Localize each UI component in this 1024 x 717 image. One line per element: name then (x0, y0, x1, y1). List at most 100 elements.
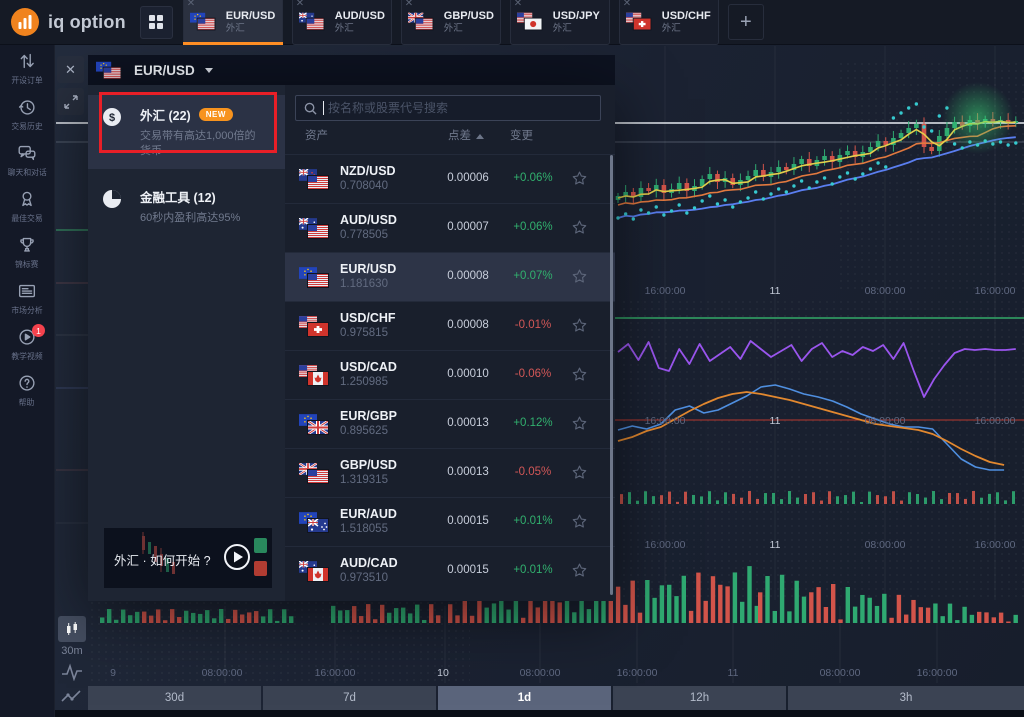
asset-change: +0.06% (513, 172, 553, 184)
flag-us-icon (307, 224, 329, 239)
active-asset-header[interactable]: EUR/USD (88, 55, 615, 85)
column-change[interactable]: 变更 (510, 130, 533, 142)
pair-flags (96, 61, 122, 79)
apps-grid-button[interactable] (139, 5, 173, 39)
tab-usd-chf[interactable]: ✕ USD/CHF 外汇 (618, 0, 719, 45)
search-input[interactable] (326, 100, 592, 116)
asset-row-usd-chf[interactable]: USD/CHF 0.975815 0.00008 -0.01% (285, 301, 615, 350)
pulse-line-icon[interactable] (61, 663, 83, 681)
sidebar-item-chat[interactable]: 聊天和对话 (0, 137, 54, 183)
sidebar-item-label: 锦标赛 (15, 259, 39, 269)
close-tab-icon[interactable]: ✕ (513, 0, 523, 9)
favorite-star-icon[interactable] (571, 268, 588, 290)
column-spread[interactable]: 点差 (448, 127, 484, 143)
favorite-star-icon[interactable] (571, 170, 588, 192)
asset-row-gbp-usd[interactable]: GBP/USD 1.319315 0.00013 -0.05% (285, 448, 615, 497)
sidebar-item-news[interactable]: 市场分析 (0, 275, 54, 321)
favorite-star-icon[interactable] (571, 513, 588, 535)
tab-label: USD/CHF 外汇 (662, 10, 711, 34)
timeframe-12h[interactable]: 12h (613, 686, 786, 710)
timeframe-7d[interactable]: 7d (263, 686, 436, 710)
tutorial-video-promo[interactable]: 外汇 · 如何开始 ? (104, 528, 272, 588)
asset-pair: NZD/USD (340, 164, 396, 178)
flag-ca-icon (307, 371, 329, 386)
sidebar-item-label: 帮助 (19, 397, 35, 407)
asset-tabs: ✕ EUR/USD 外汇 ✕ AUD/USD 外汇 ✕ GBP/USD 外汇 ✕ USD/JPY 外汇… (182, 0, 719, 45)
asset-rows: NZD/USD 0.708040 0.00006 +0.06% AUD/USD 0.778… (285, 154, 615, 595)
asset-name-block: NZD/USD 0.708040 (340, 163, 396, 194)
tab-category: 外汇 (225, 22, 245, 34)
tab-eur-usd[interactable]: ✕ EUR/USD 外汇 (182, 0, 283, 45)
asset-pair: AUD/USD (340, 213, 397, 227)
sidebar-item-help[interactable]: 帮助 (0, 367, 54, 413)
asset-row-usd-cad[interactable]: USD/CAD 1.250985 0.00010 -0.06% (285, 350, 615, 399)
asset-spread: 0.00006 (447, 172, 489, 184)
close-tab-icon[interactable]: ✕ (295, 0, 305, 9)
column-asset[interactable]: 资产 (305, 130, 328, 142)
asset-row-aud-usd[interactable]: AUD/USD 0.778505 0.00007 +0.06% (285, 203, 615, 252)
list-scrollbar[interactable] (610, 155, 613, 595)
tab-usd-jpy[interactable]: ✕ USD/JPY 外汇 (509, 0, 610, 45)
pair-flags (299, 169, 329, 190)
close-tab-icon[interactable]: ✕ (622, 0, 632, 9)
favorite-star-icon[interactable] (571, 317, 588, 339)
asset-pair: USD/CAD (340, 360, 397, 374)
sidebar-item-label: 教学视频 (11, 351, 43, 361)
add-tab-button[interactable]: + (727, 4, 764, 40)
asset-price: 0.975815 (340, 327, 388, 339)
medal-icon (22, 191, 32, 207)
favorite-star-icon[interactable] (571, 219, 588, 241)
tab-aud-usd[interactable]: ✕ AUD/USD 外汇 (291, 0, 392, 45)
favorite-star-icon[interactable] (571, 464, 588, 486)
category-item-forex[interactable]: $ 外汇 (22) NEW 交易带有高达1,000倍的货币 (88, 95, 285, 169)
asset-row-eur-gbp[interactable]: EUR/GBP 0.895625 0.00013 +0.12% (285, 399, 615, 448)
asset-row-nzd-usd[interactable]: NZD/USD 0.708040 0.00006 +0.06% (285, 154, 615, 203)
active-asset-flags (96, 60, 126, 81)
asset-row-eur-aud[interactable]: EUR/AUD 1.518055 0.00015 +0.01% (285, 497, 615, 546)
category-description: 交易带有高达1,000倍的货币 (140, 130, 256, 157)
sort-asc-icon (476, 134, 484, 139)
pair-flags (299, 267, 329, 288)
zigzag-trend-icon[interactable] (61, 688, 83, 706)
flag-us-icon (414, 17, 434, 31)
svg-text:$: $ (109, 112, 115, 124)
category-item-instruments[interactable]: 金融工具 (12) 60秒内盈利高达95% (88, 177, 285, 236)
sidebar-item-video[interactable]: 教学视频 1 (0, 321, 54, 367)
asset-price: 1.319315 (340, 474, 388, 486)
pie-icon (103, 190, 121, 208)
pair-flags (625, 12, 652, 31)
notification-badge: 1 (32, 324, 45, 337)
flag-ch-icon (307, 322, 329, 337)
flag-au-icon (299, 218, 317, 230)
timeframe-1d[interactable]: 1d (438, 686, 611, 710)
tab-gbp-usd[interactable]: ✕ GBP/USD 外汇 (400, 0, 501, 45)
flag-us-icon (305, 17, 325, 31)
tab-label: GBP/USD 外汇 (444, 10, 494, 34)
iq-option-logo[interactable]: iq option (0, 7, 140, 37)
close-panel-button[interactable]: ✕ (57, 56, 84, 83)
news-icon (18, 284, 36, 298)
asset-search-box[interactable] (295, 95, 601, 121)
sidebar-item-history[interactable]: 交易历史 (0, 91, 54, 137)
favorite-star-icon[interactable] (571, 415, 588, 437)
favorite-star-icon[interactable] (571, 562, 588, 584)
favorite-star-icon[interactable] (571, 366, 588, 388)
collapse-panel-button[interactable] (57, 88, 84, 115)
asset-row-aud-cad[interactable]: AUD/CAD 0.973510 0.00015 +0.01% (285, 546, 615, 595)
timeframe-30d[interactable]: 30d (88, 686, 261, 710)
interval-label[interactable]: 30m (61, 645, 83, 657)
asset-change: -0.06% (514, 368, 552, 380)
sidebar-item-trophy[interactable]: 锦标赛 (0, 229, 54, 275)
close-tab-icon[interactable]: ✕ (404, 0, 414, 9)
sidebar-item-medal[interactable]: 最佳交易 (0, 183, 54, 229)
flag-us-icon (516, 12, 533, 23)
asset-name-block: USD/CAD 1.250985 (340, 359, 397, 390)
timeframe-3h[interactable]: 3h (788, 686, 1024, 710)
chart-type-button[interactable] (58, 616, 86, 642)
sidebar-item-trade-arrows[interactable]: 开设订单 (0, 45, 54, 91)
close-tab-icon[interactable]: ✕ (186, 0, 196, 9)
asset-name-block: GBP/USD 1.319315 (340, 457, 397, 488)
asset-row-eur-usd[interactable]: EUR/USD 1.181630 0.00008 +0.07% (285, 252, 615, 301)
pair-flags (299, 512, 329, 533)
